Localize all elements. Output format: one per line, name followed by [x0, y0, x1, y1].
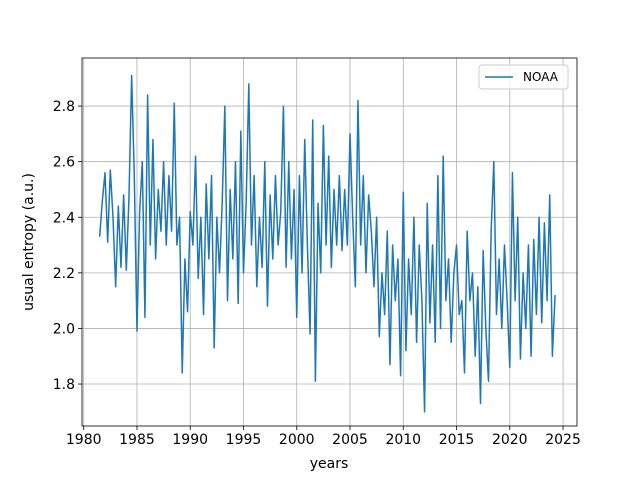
- x-tick-label: 2015: [439, 432, 475, 448]
- data-line: [98, 74, 556, 413]
- x-tick-label: 1995: [226, 432, 262, 448]
- y-tick-label: 1.8: [53, 377, 75, 393]
- y-axis-label: usual entropy (a.u.): [21, 173, 37, 311]
- y-tick-label: 2.8: [53, 99, 75, 115]
- x-tick-label: 2020: [492, 432, 528, 448]
- x-tick-label: 1980: [66, 432, 102, 448]
- y-tick-label: 2.0: [53, 321, 75, 337]
- x-tick-label: 2000: [279, 432, 315, 448]
- x-tick-label: 2010: [385, 432, 421, 448]
- legend-box: [478, 64, 569, 90]
- y-tick-label: 2.6: [53, 155, 75, 171]
- x-tick-label: 1985: [119, 432, 155, 448]
- x-axis-label: years: [310, 456, 349, 472]
- x-tick-label: 2005: [332, 432, 368, 448]
- y-tick-label: 2.4: [53, 210, 75, 226]
- plot-frame: [81, 57, 578, 427]
- y-tick-label: 2.2: [53, 266, 75, 282]
- legend-label: NOAA: [523, 70, 559, 84]
- x-tick-label: 1990: [172, 432, 208, 448]
- x-tick-label: 2025: [545, 432, 581, 448]
